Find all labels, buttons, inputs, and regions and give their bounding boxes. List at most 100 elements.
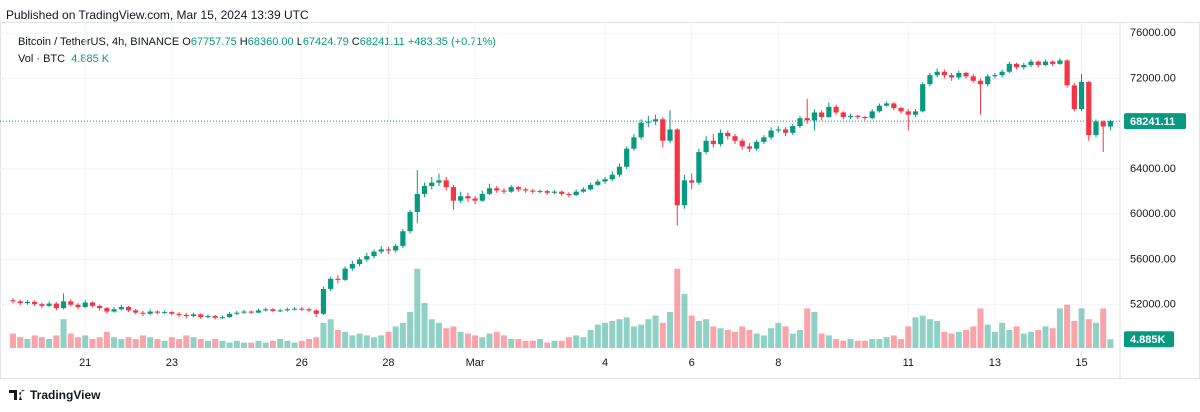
candle-body [876, 105, 882, 112]
volume-bar [320, 322, 327, 348]
candle-body [624, 148, 630, 167]
candle-body [847, 115, 854, 118]
candle-body [306, 309, 312, 311]
brand: TradingView [30, 388, 101, 402]
volume-bar [421, 303, 428, 348]
candle-body [949, 75, 955, 78]
volume-bar [861, 340, 868, 348]
candle-body [255, 310, 262, 313]
volume-value: 4.885 K [71, 53, 110, 65]
volume-bar [219, 340, 226, 348]
candle-body [905, 111, 911, 115]
volume-bar [464, 333, 471, 348]
x-tick-label: 8 [775, 357, 781, 369]
candle-body [263, 309, 269, 311]
candle-body [89, 302, 96, 306]
volume-bar [544, 342, 551, 348]
volume-bar [645, 319, 652, 348]
volume-bar [255, 340, 262, 348]
candle-body [884, 103, 890, 106]
candle-body [609, 174, 615, 180]
volume-bar [298, 340, 305, 348]
volume-bar [796, 330, 803, 348]
volume-bar [739, 326, 746, 348]
x-tick-label: 11 [903, 357, 914, 369]
ohlc-key: H [239, 36, 248, 48]
volume-bar [991, 331, 998, 348]
candle-body [219, 317, 225, 319]
volume-bar [984, 324, 991, 348]
candle-body [725, 132, 731, 137]
candle-body [248, 311, 254, 313]
candle-body [479, 193, 485, 201]
volume-bar [356, 333, 363, 348]
volume-bar [732, 331, 738, 348]
volume-bar [948, 333, 955, 348]
candle-body [956, 72, 962, 78]
volume-bar [688, 315, 695, 348]
candle-body [652, 119, 659, 122]
volume-bar [1049, 328, 1056, 348]
candle-body [429, 182, 435, 186]
ohlc-value: 67424.79 [302, 36, 349, 48]
candle-body [941, 71, 947, 76]
candle-body [270, 309, 276, 311]
volume-bar [573, 335, 580, 348]
volume-bar [963, 330, 970, 348]
candle-body [97, 305, 103, 309]
candle-body [696, 152, 702, 183]
candle-body [912, 111, 919, 115]
volume-bar [1100, 308, 1107, 348]
volume-bar [306, 339, 313, 348]
volume-bar [111, 337, 118, 348]
candle-body [183, 314, 189, 317]
ohlc: O67757.75 H68360.00 L67424.79 C68241.11 [182, 36, 408, 48]
candle-body [190, 314, 197, 317]
volume-bar [342, 331, 349, 348]
candle-body [349, 264, 355, 269]
volume-badge-label: 4.885K [1130, 334, 1166, 346]
volume-bar [847, 339, 854, 348]
volume-bar [371, 337, 377, 348]
candle-body [125, 307, 132, 311]
volume-bar [537, 339, 544, 348]
volume-bar [854, 340, 861, 348]
candle-body [746, 146, 753, 149]
volume-bar [443, 328, 450, 348]
x-tick-label: 4 [602, 357, 608, 369]
candle-body [544, 191, 550, 193]
volume-bar [82, 335, 89, 348]
volume-bar [941, 331, 948, 348]
volume-bar [905, 326, 912, 348]
volume-bar [999, 322, 1006, 348]
candle-body [515, 187, 521, 190]
candle-body [754, 141, 760, 149]
candle-body [1021, 64, 1027, 68]
volume-bar [710, 326, 717, 348]
volume-bar [919, 315, 926, 348]
volume-bar [825, 335, 832, 348]
candle-body [1035, 61, 1041, 65]
candle-body [10, 300, 16, 302]
candle-body [999, 71, 1005, 76]
candle-body [819, 112, 825, 118]
candle-body [1100, 121, 1106, 127]
volume-bar [565, 337, 572, 348]
candle-body [934, 71, 940, 76]
x-tick-label: Mar [466, 357, 485, 369]
volume-bar [269, 340, 276, 348]
candle-body [111, 309, 117, 312]
x-tick-label: 21 [79, 357, 91, 369]
candle-body [24, 301, 31, 304]
candle-body [284, 309, 290, 311]
volume-bar [493, 331, 500, 348]
candle-body [198, 314, 204, 318]
volume-bar [125, 337, 132, 348]
volume-bar [226, 342, 233, 348]
volume-bar [161, 340, 168, 348]
candle-body [616, 166, 623, 175]
volume-bar [508, 339, 515, 348]
volume-bar [652, 315, 659, 348]
volume-bar [349, 335, 356, 348]
